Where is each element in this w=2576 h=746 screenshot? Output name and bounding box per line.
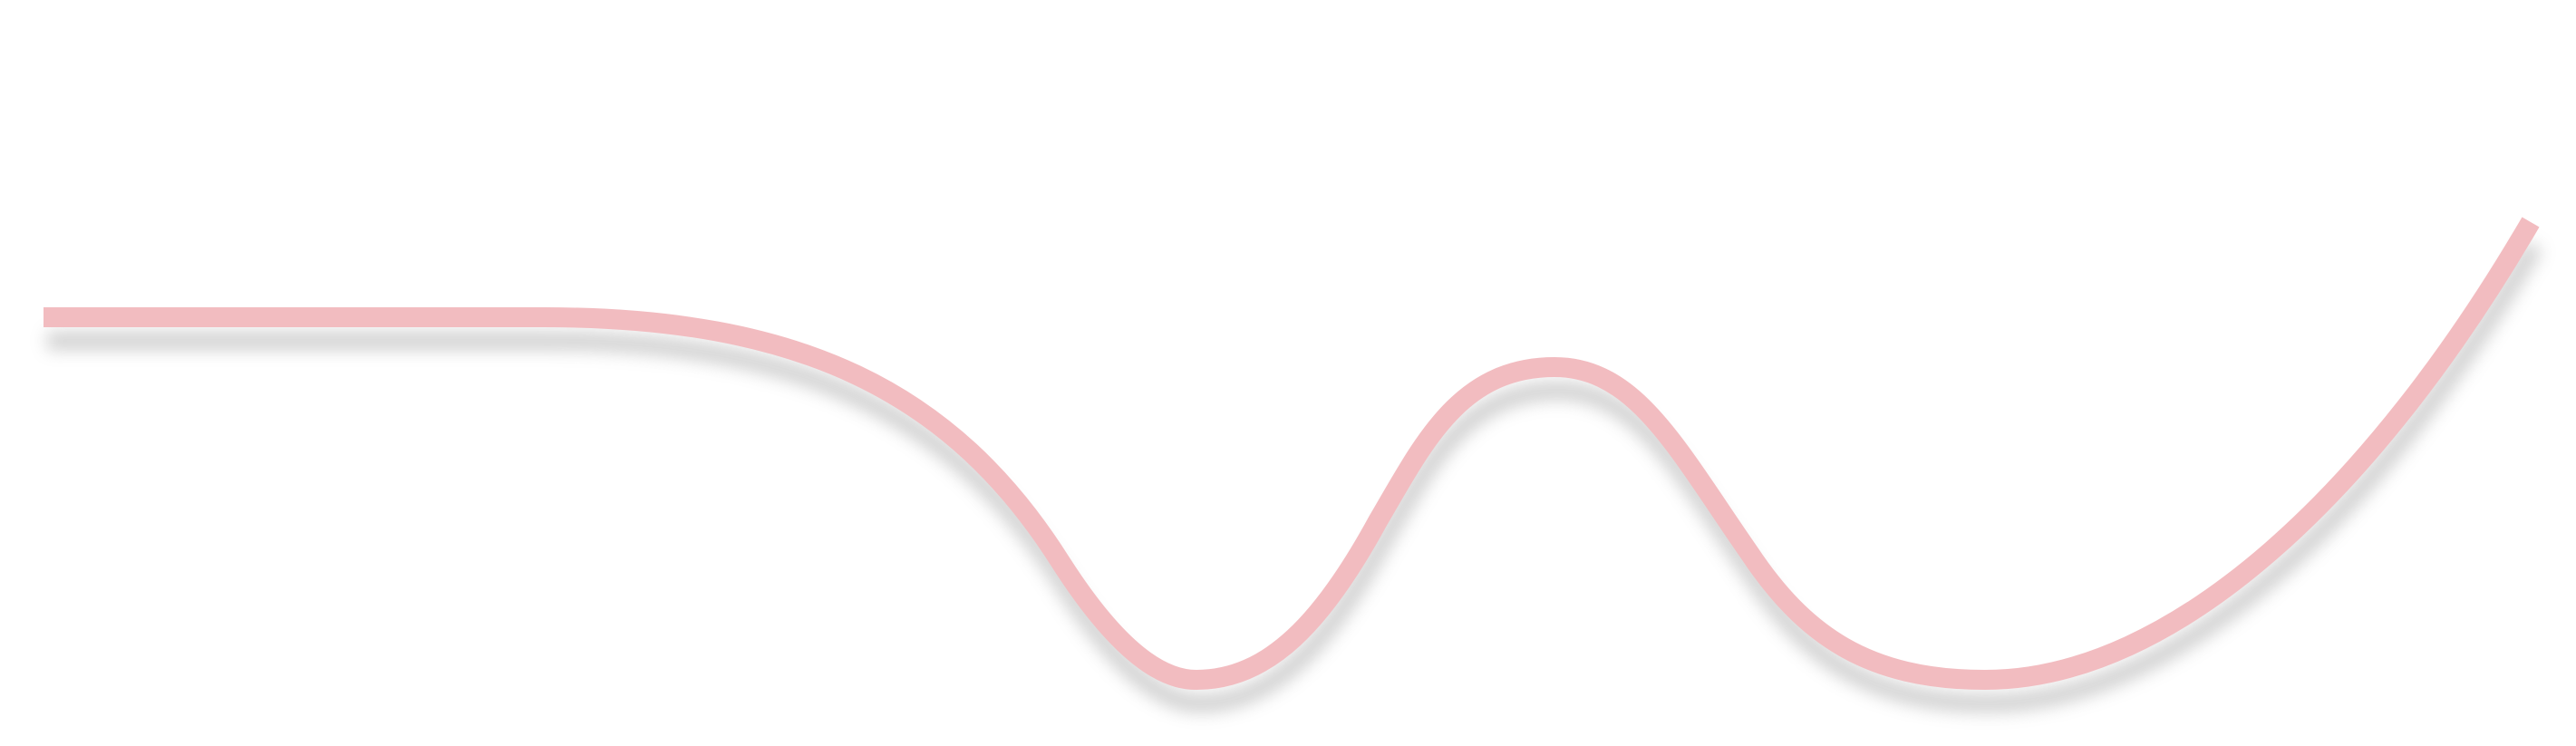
background-rule-lines: [127, 0, 1899, 539]
curve-shadow: [47, 240, 2542, 712]
wavy-pink-curve: [44, 217, 2540, 690]
